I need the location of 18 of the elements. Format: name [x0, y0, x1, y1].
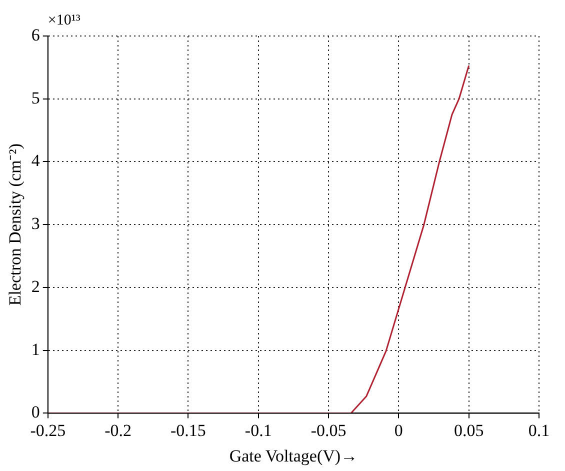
x-tick-label: 0	[394, 420, 403, 440]
x-tick-label: -0.1	[244, 420, 272, 440]
y-tick-label: 3	[31, 214, 40, 234]
x-tick-label: -0.25	[30, 420, 66, 440]
x-tick-label: -0.15	[170, 420, 206, 440]
y-tick-label: 5	[31, 88, 40, 108]
y-tick-label: 4	[31, 151, 40, 170]
x-tick-label: 0.1	[528, 420, 550, 440]
y-tick-label: 0	[31, 402, 40, 422]
text: ×10¹³	[48, 12, 81, 28]
y-tick-label: 2	[31, 276, 40, 296]
x-tick-label: 0.05	[454, 420, 484, 440]
y-axis-title: Electron Density (cm⁻²)	[6, 144, 25, 306]
x-tick-label: -0.05	[310, 420, 346, 440]
x-axis-title: Gate Voltage(V)→	[229, 446, 358, 466]
y-tick-label: 1	[31, 340, 40, 359]
y-tick-label: 6	[31, 25, 40, 44]
x-tick-label: -0.2	[104, 420, 132, 440]
